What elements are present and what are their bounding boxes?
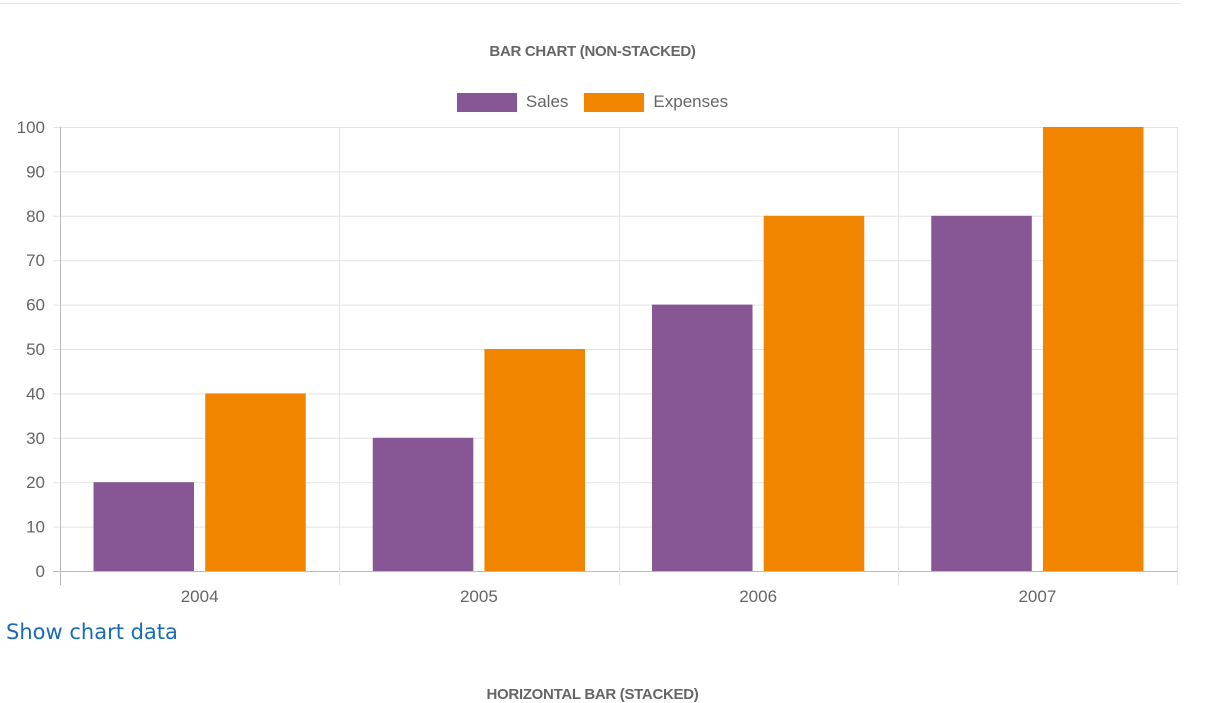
y-tick-label: 100 bbox=[17, 118, 45, 137]
bar-sales-2006 bbox=[652, 304, 753, 571]
legend-label-sales: Sales bbox=[525, 92, 569, 111]
x-tick-label: 2007 bbox=[1018, 587, 1056, 606]
bar-expenses-2006 bbox=[763, 215, 865, 572]
y-tick-label: 40 bbox=[26, 384, 45, 403]
y-tick-label: 30 bbox=[26, 429, 45, 448]
x-tick-label: 2006 bbox=[739, 587, 777, 606]
legend-swatch-sales bbox=[456, 92, 517, 112]
x-tick-label: 2004 bbox=[181, 587, 219, 606]
bar-expenses-2007 bbox=[1042, 127, 1144, 571]
y-tick-label: 50 bbox=[26, 340, 45, 359]
y-tick-label: 60 bbox=[26, 296, 45, 315]
show-chart-data-link[interactable]: Show chart data bbox=[6, 620, 178, 644]
top-divider bbox=[0, 3, 1181, 4]
legend-label-expenses: Expenses bbox=[653, 92, 729, 111]
bar-chart: 0 10 20 30 40 50 60 70 80 90 100 2004 2005 2006 2007 bbox=[17, 118, 1178, 606]
bar-sales-2007 bbox=[931, 215, 1032, 572]
bar-sales-2004 bbox=[93, 482, 195, 571]
y-tick-label: 10 bbox=[26, 518, 45, 537]
legend-item-sales[interactable]: Sales bbox=[456, 92, 569, 112]
legend-item-expenses[interactable]: Expenses bbox=[584, 92, 728, 112]
y-tick-label: 0 bbox=[36, 562, 45, 581]
y-tick-label: 20 bbox=[26, 473, 45, 492]
y-tick-label: 70 bbox=[26, 251, 45, 270]
chart-title: BAR CHART (NON-STACKED) bbox=[489, 43, 696, 60]
bar-sales-2005 bbox=[372, 437, 474, 571]
bar-expenses-2005 bbox=[484, 349, 585, 571]
x-tick-label: 2005 bbox=[460, 587, 498, 606]
y-tick-label: 90 bbox=[26, 162, 45, 181]
bar-expenses-2004 bbox=[205, 393, 306, 571]
y-tick-label: 80 bbox=[26, 207, 45, 226]
chart-legend: Sales Expenses bbox=[0, 92, 1185, 112]
legend-swatch-expenses bbox=[584, 92, 645, 112]
